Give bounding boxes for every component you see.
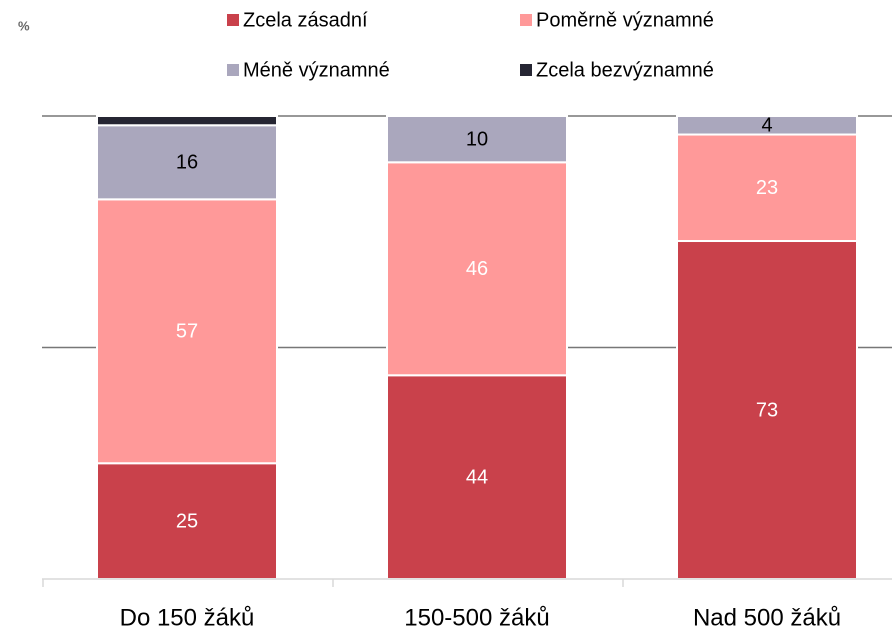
legend-swatch (520, 14, 532, 26)
bar-segment (676, 240, 858, 580)
legend-label: Poměrně významné (536, 9, 714, 31)
bar-segment (386, 161, 568, 377)
legend-swatch (227, 14, 239, 26)
legend-label: Zcela zásadní (243, 9, 368, 31)
bar-segment (96, 124, 278, 201)
x-tick-label: Do 150 žáků (120, 604, 255, 631)
bar-segment (96, 462, 278, 580)
data-label: 25 (176, 510, 198, 532)
legend-swatch (227, 64, 239, 76)
data-label: 73 (756, 399, 778, 421)
bar-segment (386, 115, 568, 164)
x-tick-label: 150-500 žáků (404, 604, 549, 631)
legend-label: Méně významné (243, 59, 390, 81)
y-axis-label: % (18, 18, 30, 33)
data-label: 4 (761, 115, 772, 137)
data-label: 10 (466, 128, 488, 150)
x-tick-label: Nad 500 žáků (693, 604, 841, 631)
data-label: 16 (176, 152, 198, 174)
legend-swatch (520, 64, 532, 76)
data-label: 23 (756, 177, 778, 199)
data-label: 44 (466, 466, 488, 488)
bar-segment (96, 115, 278, 127)
data-label: 46 (466, 258, 488, 280)
bar-segment (386, 374, 568, 580)
data-label: 57 (176, 321, 198, 343)
legend-label: Zcela bezvýznamné (536, 59, 714, 81)
bar-segment (676, 115, 858, 136)
bar-segment (676, 133, 858, 243)
